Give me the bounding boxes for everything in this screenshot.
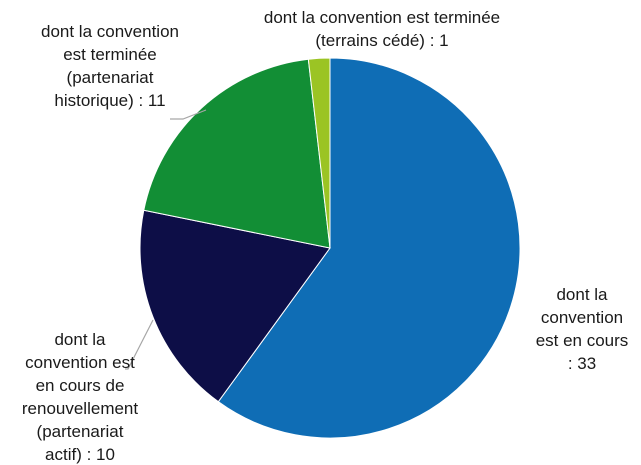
leader-line — [125, 319, 154, 370]
pie-slice — [307, 57, 331, 249]
pie-slice — [217, 57, 521, 439]
pie-slice — [143, 58, 331, 249]
slice-labels: dont la convention est en cours: 33 dont la… — [22, 8, 628, 464]
pie-slice — [139, 209, 331, 403]
slice-label: dont la convention est terminée (partenari… — [41, 22, 179, 110]
slice-label: dont la convention est en cours de renouvel… — [22, 330, 139, 464]
pie-slices — [139, 57, 521, 439]
slice-label: dont la convention est en cours: 33 — [536, 285, 629, 373]
leader-lines — [125, 109, 207, 370]
leader-line — [170, 109, 207, 120]
slice-label: dont la convention est terminée (terrains… — [264, 8, 500, 50]
